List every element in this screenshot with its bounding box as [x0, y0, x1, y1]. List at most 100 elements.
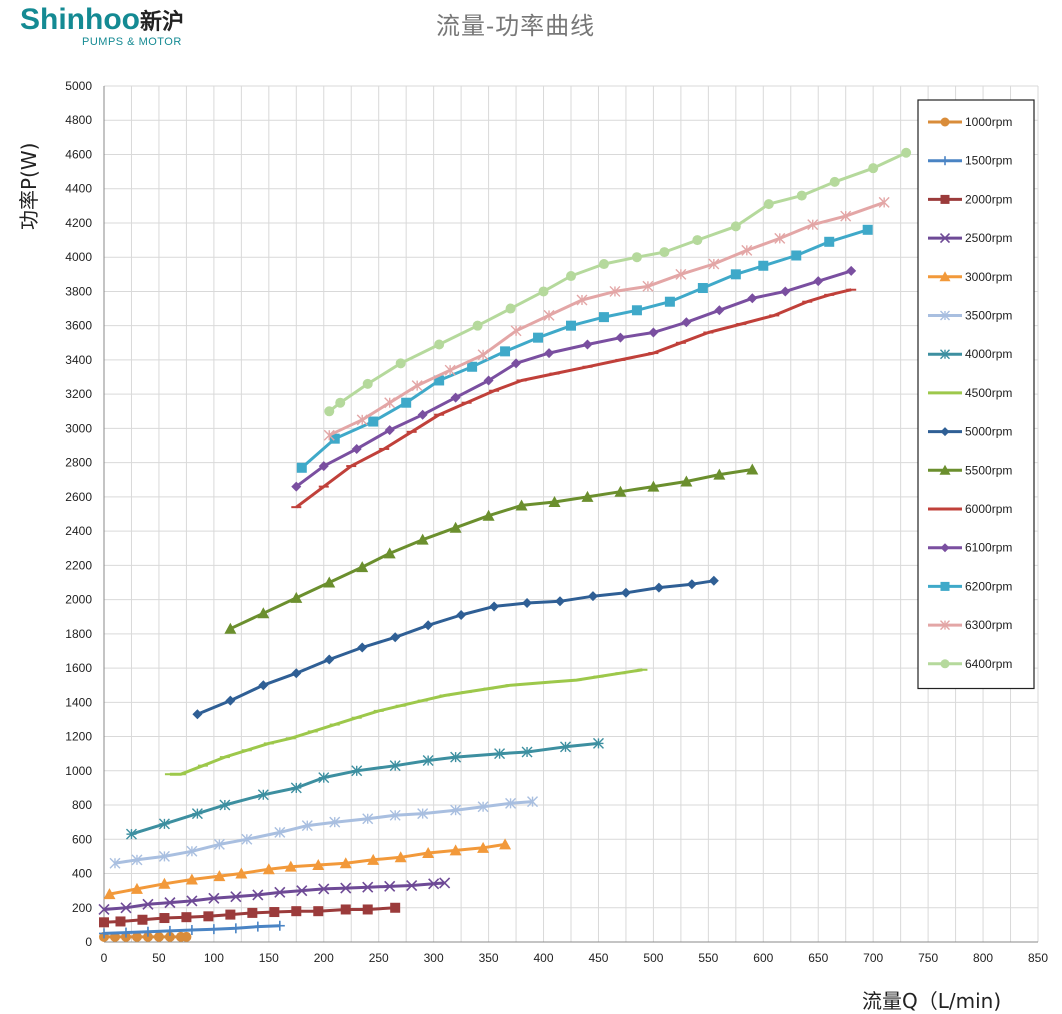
data-point — [390, 902, 401, 913]
x-tick-label: 650 — [808, 951, 828, 965]
data-point — [758, 260, 769, 271]
data-point — [411, 380, 423, 392]
y-tick-label: 2800 — [65, 456, 92, 470]
data-point — [406, 879, 418, 892]
data-point — [230, 891, 242, 903]
data-point — [714, 305, 725, 316]
data-point — [713, 468, 726, 480]
x-tick-label: 450 — [588, 951, 608, 965]
data-point — [269, 907, 280, 918]
data-point — [339, 857, 352, 869]
data-point — [324, 654, 335, 665]
series-6100rpm — [291, 265, 857, 492]
legend-entry: 6100rpm — [928, 541, 1012, 555]
data-point — [137, 914, 148, 925]
data-point — [940, 349, 950, 360]
x-tick-label: 700 — [863, 951, 883, 965]
data-point — [940, 156, 950, 166]
data-point — [659, 247, 670, 258]
data-point — [472, 320, 483, 331]
series-line — [114, 800, 533, 865]
data-point — [274, 826, 286, 838]
data-point — [675, 268, 687, 280]
data-point — [164, 925, 175, 936]
data-point — [631, 305, 642, 316]
data-point — [262, 863, 275, 875]
data-point — [142, 926, 153, 937]
x-tick-labels: 0 50 100 150 200 250 300 350 400 450 500 550 600 650 7… — [101, 951, 1049, 965]
y-tick-label: 1600 — [65, 661, 92, 675]
data-point — [477, 841, 490, 853]
data-point — [291, 906, 302, 917]
data-point — [296, 462, 307, 473]
data-point — [566, 320, 576, 331]
data-point — [368, 416, 379, 427]
data-point — [576, 294, 588, 306]
data-point — [428, 878, 440, 890]
x-tick-label: 350 — [479, 951, 499, 965]
y-tick-label: 200 — [72, 901, 92, 915]
x-axis-label: 流量Q（L/min) — [862, 989, 1001, 1013]
data-point — [538, 286, 549, 297]
y-tick-label: 3200 — [65, 387, 92, 401]
data-point — [747, 293, 758, 304]
data-point — [390, 632, 401, 643]
data-point — [450, 751, 462, 763]
data-point — [581, 490, 594, 502]
data-point — [208, 924, 219, 935]
data-point — [120, 927, 131, 938]
legend-label: 6100rpm — [965, 541, 1012, 555]
legend-label: 2000rpm — [965, 192, 1012, 206]
data-point — [543, 309, 555, 321]
data-point — [362, 881, 374, 893]
data-point — [383, 547, 396, 559]
y-tick-label: 2000 — [65, 593, 92, 607]
legend-entry: 2500rpm — [928, 231, 1012, 245]
x-tick-label: 50 — [152, 951, 166, 965]
data-point — [389, 760, 401, 772]
data-point — [362, 813, 374, 825]
legend-entry: 6400rpm — [928, 657, 1012, 671]
y-tick-label: 0 — [85, 935, 92, 949]
data-point — [324, 406, 335, 417]
y-tick-label: 2400 — [65, 524, 92, 538]
data-point — [284, 860, 297, 872]
data-point — [741, 244, 753, 256]
series-5000rpm — [192, 575, 719, 720]
data-point — [158, 850, 170, 862]
data-point — [544, 348, 555, 359]
data-point — [939, 464, 951, 475]
x-tick-label: 750 — [918, 951, 938, 965]
data-point — [500, 346, 511, 357]
data-point — [323, 429, 335, 441]
data-point — [131, 931, 142, 942]
data-point — [362, 904, 373, 915]
data-point — [692, 235, 703, 246]
data-point — [511, 358, 522, 369]
data-point — [548, 496, 561, 508]
data-point — [434, 339, 445, 350]
legend-entry: 1000rpm — [928, 115, 1012, 129]
data-point — [566, 271, 576, 282]
data-point — [813, 276, 824, 287]
y-tick-label: 3800 — [65, 284, 92, 298]
data-point — [159, 913, 170, 924]
data-point — [99, 928, 109, 939]
series-5500rpm — [224, 463, 759, 634]
legend-entry: 3500rpm — [928, 309, 1012, 323]
data-point — [296, 885, 308, 897]
legend-entry: 3000rpm — [928, 270, 1012, 284]
data-point — [939, 271, 951, 282]
data-point — [158, 877, 171, 889]
data-point — [449, 521, 462, 533]
data-point — [142, 898, 154, 910]
y-tick-label: 2200 — [65, 558, 92, 572]
data-point — [477, 349, 489, 361]
y-tick-label: 4000 — [65, 250, 92, 264]
data-point — [620, 587, 631, 598]
data-point — [181, 931, 192, 942]
legend-entry: 5500rpm — [928, 463, 1012, 477]
data-point — [824, 236, 835, 247]
data-point — [142, 931, 153, 942]
legend-entry: 6200rpm — [928, 579, 1012, 593]
